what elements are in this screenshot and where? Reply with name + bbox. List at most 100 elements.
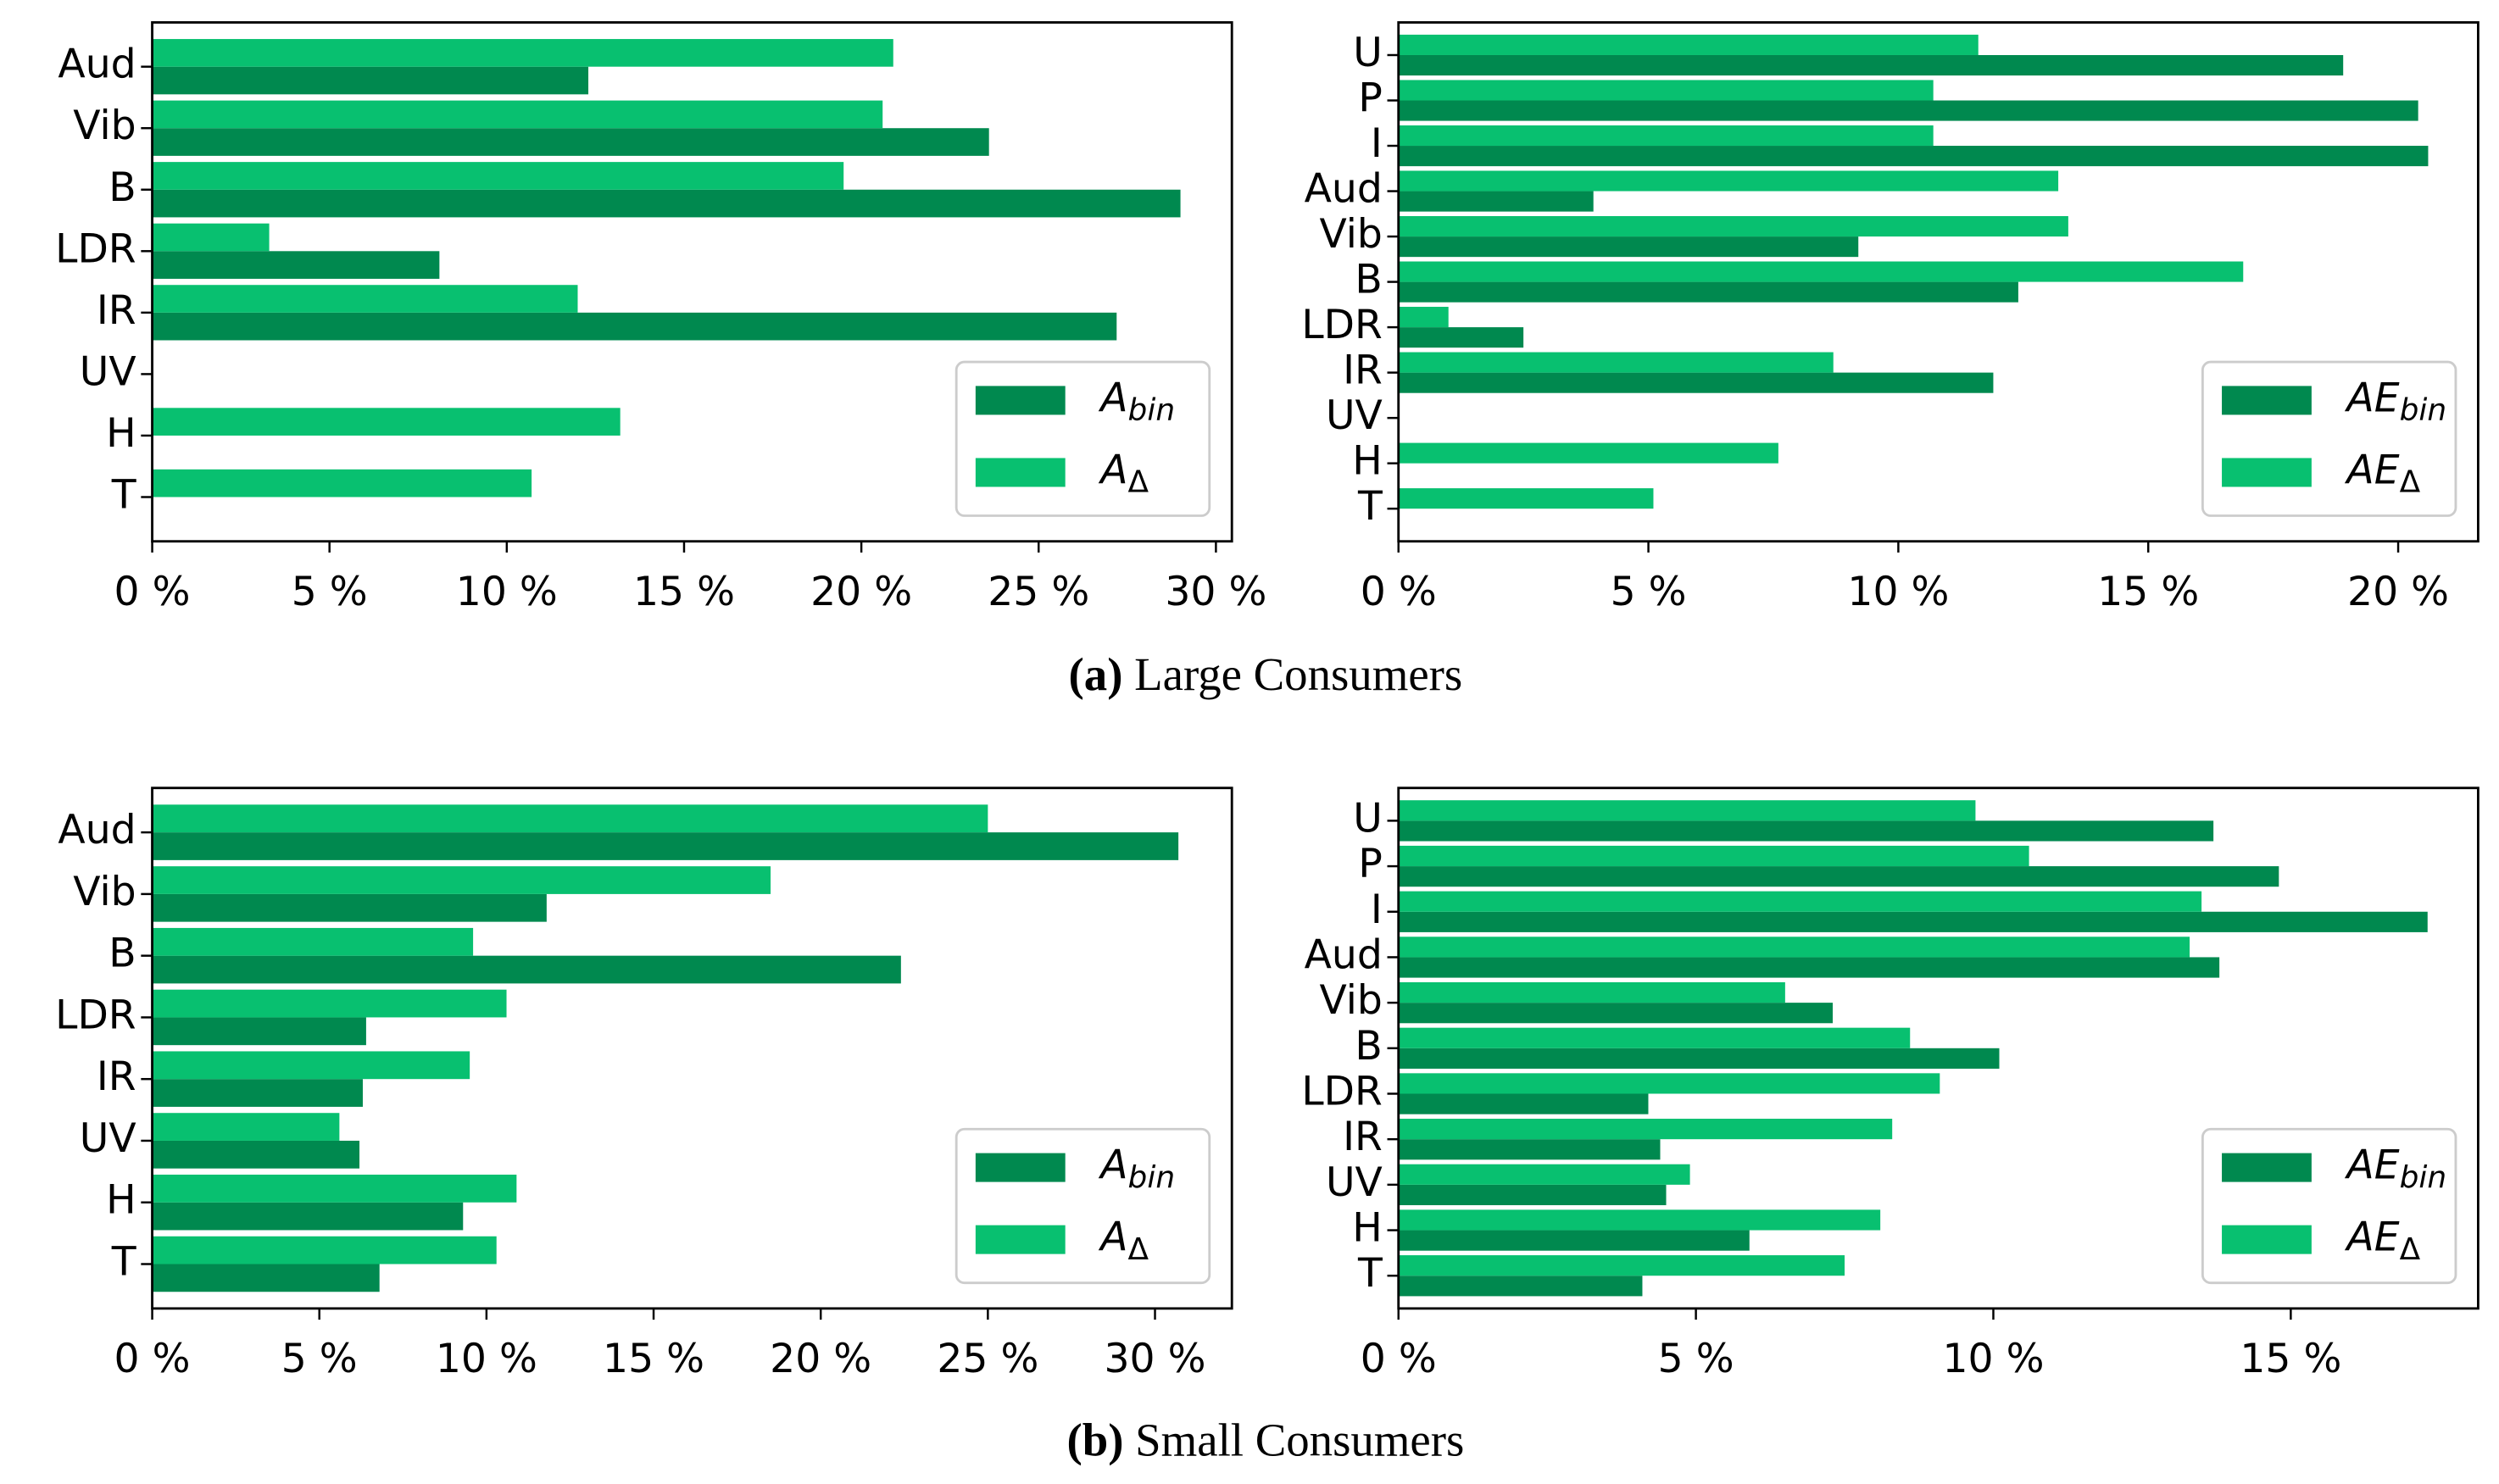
legend-swatch xyxy=(975,1225,1066,1254)
x-tick-label: 10 % xyxy=(436,1336,537,1382)
y-tick-label: LDR xyxy=(55,225,136,272)
bar xyxy=(152,804,988,833)
bar xyxy=(1398,80,1934,101)
bar xyxy=(1398,146,2429,167)
x-tick-label: 25 % xyxy=(988,569,1089,615)
legend-label: AEΔ xyxy=(2344,447,2420,499)
y-tick-label: B xyxy=(1355,257,1382,303)
y-tick-label: IR xyxy=(1343,1114,1383,1160)
legend-swatch xyxy=(2222,1153,2312,1182)
bar xyxy=(152,1140,360,1169)
bar xyxy=(1398,442,1778,464)
y-tick-label: IR xyxy=(1343,347,1383,394)
caption: (a) Large Consumers xyxy=(1069,648,1463,700)
bar xyxy=(1398,820,2214,842)
legend-swatch xyxy=(2222,458,2312,487)
bar xyxy=(152,39,893,67)
bar xyxy=(1398,372,1994,393)
bar xyxy=(152,1051,470,1080)
x-tick-label: 10 % xyxy=(456,569,558,615)
x-tick-label: 10 % xyxy=(1942,1336,2044,1382)
legend-swatch xyxy=(975,458,1066,487)
bar xyxy=(152,989,507,1018)
caption-label: (b) xyxy=(1066,1414,1123,1465)
x-tick-label: 0 % xyxy=(114,569,191,615)
bar xyxy=(1398,170,2059,192)
x-tick-label: 25 % xyxy=(937,1336,1038,1382)
y-tick-label: U xyxy=(1353,30,1383,76)
bar xyxy=(1398,1048,2000,1069)
bar xyxy=(1398,937,2190,958)
y-tick-label: LDR xyxy=(55,992,136,1038)
bar xyxy=(1398,957,2220,978)
y-tick-label: IR xyxy=(97,287,136,334)
y-tick-label: T xyxy=(111,1238,136,1285)
y-tick-label: Aud xyxy=(1305,931,1383,978)
chart: Aud Vib B LDR IR UV HT 0 % 5 % 10 % 15 % 20 % 25 % 30… xyxy=(55,786,1233,1382)
legend-label: AEbin xyxy=(2344,375,2446,427)
legend-box xyxy=(955,360,1211,517)
x-tick-label: 30 % xyxy=(1105,1336,1206,1382)
x-tick-label: 10 % xyxy=(1847,569,1949,615)
bar xyxy=(152,312,1117,341)
bar xyxy=(152,1202,464,1231)
bar xyxy=(152,832,1179,860)
bar xyxy=(1398,100,2418,121)
x-tick-label: 5 % xyxy=(1611,569,1687,615)
bar xyxy=(152,1174,517,1203)
bar xyxy=(152,1079,363,1107)
bar xyxy=(1398,1230,1750,1251)
x-tick-label: 15 % xyxy=(2097,569,2199,615)
bar xyxy=(152,1113,340,1141)
axes-frame xyxy=(1397,21,2480,543)
axes-frame xyxy=(1397,786,2480,1310)
bar xyxy=(1398,236,1859,258)
bar xyxy=(1398,1093,1649,1114)
bar xyxy=(1398,1027,1911,1048)
bar xyxy=(1398,1209,1881,1231)
bar xyxy=(1398,1119,1893,1140)
y-tick-label: IR xyxy=(97,1053,136,1100)
y-tick-label: H xyxy=(106,1177,136,1224)
legend-swatch xyxy=(975,1153,1066,1182)
axes-frame xyxy=(151,21,1233,543)
y-tick-label: I xyxy=(1371,887,1383,933)
x-tick-label: 0 % xyxy=(1361,1336,1437,1382)
caption: (b) Small Consumers xyxy=(1066,1414,1464,1465)
x-tick-label: 5 % xyxy=(292,569,368,615)
y-tick-label: P xyxy=(1358,841,1382,887)
bar xyxy=(152,1264,380,1292)
bar xyxy=(152,866,771,894)
y-tick-label: UV xyxy=(80,348,136,395)
legend-swatch xyxy=(2222,386,2312,415)
bar xyxy=(152,66,589,95)
x-tick-label: 15 % xyxy=(633,569,735,615)
bar xyxy=(1398,352,1834,373)
bar xyxy=(152,469,532,497)
legend-label: AΔ xyxy=(1098,1214,1149,1267)
bar xyxy=(1398,327,1524,348)
bar xyxy=(1398,866,2279,887)
legend-box xyxy=(955,1127,1211,1285)
bar xyxy=(152,955,901,984)
bar xyxy=(1398,1139,1661,1160)
bar xyxy=(1398,981,1785,1003)
x-tick-label: 5 % xyxy=(1658,1336,1734,1382)
x-tick-label: 30 % xyxy=(1165,569,1266,615)
caption-label: (a) xyxy=(1069,648,1123,700)
y-tick-label: Vib xyxy=(73,869,136,915)
bar xyxy=(152,1017,366,1046)
x-tick-label: 20 % xyxy=(810,569,912,615)
y-tick-label: Vib xyxy=(73,103,136,149)
y-tick-label: Aud xyxy=(1305,166,1383,213)
bar xyxy=(152,100,883,129)
y-tick-label: B xyxy=(109,164,136,211)
y-tick-label: B xyxy=(1355,1023,1382,1070)
x-tick-label: 15 % xyxy=(603,1336,704,1382)
caption-text: Small Consumers xyxy=(1135,1414,1464,1465)
bar xyxy=(152,251,440,279)
bar xyxy=(1398,281,2018,303)
